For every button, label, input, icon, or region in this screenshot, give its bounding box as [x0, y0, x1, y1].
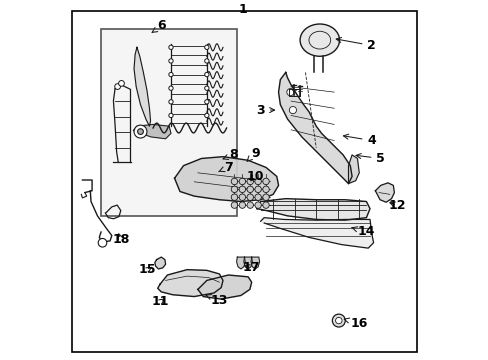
Text: 14: 14	[351, 225, 374, 238]
Text: 8: 8	[223, 148, 238, 161]
Circle shape	[231, 178, 237, 185]
Ellipse shape	[300, 24, 339, 56]
Text: 10: 10	[246, 170, 264, 183]
Circle shape	[168, 86, 173, 90]
Circle shape	[254, 178, 261, 185]
Polygon shape	[257, 199, 369, 220]
Circle shape	[231, 194, 237, 201]
Circle shape	[231, 186, 237, 193]
Circle shape	[204, 113, 208, 118]
Circle shape	[239, 186, 245, 193]
Circle shape	[246, 186, 253, 193]
Text: 13: 13	[205, 294, 227, 307]
Circle shape	[134, 125, 147, 138]
Circle shape	[289, 107, 296, 114]
Polygon shape	[244, 257, 252, 269]
Circle shape	[239, 178, 245, 185]
Text: 6: 6	[152, 19, 166, 32]
Text: 7: 7	[218, 161, 232, 174]
Circle shape	[168, 113, 173, 118]
Text: 1: 1	[238, 3, 246, 16]
Circle shape	[168, 59, 173, 63]
Text: 12: 12	[387, 199, 405, 212]
Bar	[101, 30, 237, 216]
Ellipse shape	[308, 31, 330, 49]
Polygon shape	[198, 275, 251, 299]
Circle shape	[254, 186, 261, 193]
Polygon shape	[158, 270, 223, 297]
Circle shape	[204, 72, 208, 77]
Polygon shape	[236, 257, 244, 269]
Text: 5: 5	[355, 152, 385, 165]
Polygon shape	[174, 157, 278, 202]
Circle shape	[168, 72, 173, 77]
Circle shape	[335, 318, 341, 324]
Polygon shape	[260, 218, 373, 248]
Text: 17: 17	[243, 261, 260, 274]
Text: 16: 16	[344, 317, 367, 330]
Circle shape	[262, 186, 269, 193]
Circle shape	[239, 194, 245, 201]
Text: 15: 15	[139, 263, 156, 276]
Circle shape	[204, 59, 208, 63]
Circle shape	[254, 202, 261, 208]
Polygon shape	[133, 125, 171, 139]
Circle shape	[246, 202, 253, 208]
Circle shape	[115, 84, 120, 89]
Polygon shape	[134, 47, 150, 126]
Text: 3: 3	[256, 104, 274, 117]
Polygon shape	[348, 155, 359, 184]
Circle shape	[204, 100, 208, 104]
Polygon shape	[278, 72, 351, 184]
Circle shape	[168, 45, 173, 49]
Circle shape	[286, 89, 293, 96]
Circle shape	[254, 194, 261, 201]
Polygon shape	[375, 183, 394, 202]
Circle shape	[231, 202, 237, 208]
Text: 9: 9	[246, 147, 259, 161]
Circle shape	[98, 238, 106, 247]
Circle shape	[119, 81, 124, 86]
Polygon shape	[155, 257, 165, 269]
Text: 2: 2	[336, 37, 375, 52]
Text: 4: 4	[343, 134, 375, 147]
Circle shape	[246, 178, 253, 185]
Circle shape	[204, 45, 208, 49]
Circle shape	[239, 202, 245, 208]
Circle shape	[246, 194, 253, 201]
Circle shape	[262, 194, 269, 201]
Circle shape	[262, 202, 269, 208]
Text: 11: 11	[151, 296, 169, 309]
Circle shape	[137, 129, 143, 134]
Circle shape	[204, 86, 208, 90]
Circle shape	[262, 178, 269, 185]
Circle shape	[332, 314, 345, 327]
Polygon shape	[250, 257, 259, 269]
Text: 18: 18	[112, 233, 129, 246]
Circle shape	[168, 100, 173, 104]
